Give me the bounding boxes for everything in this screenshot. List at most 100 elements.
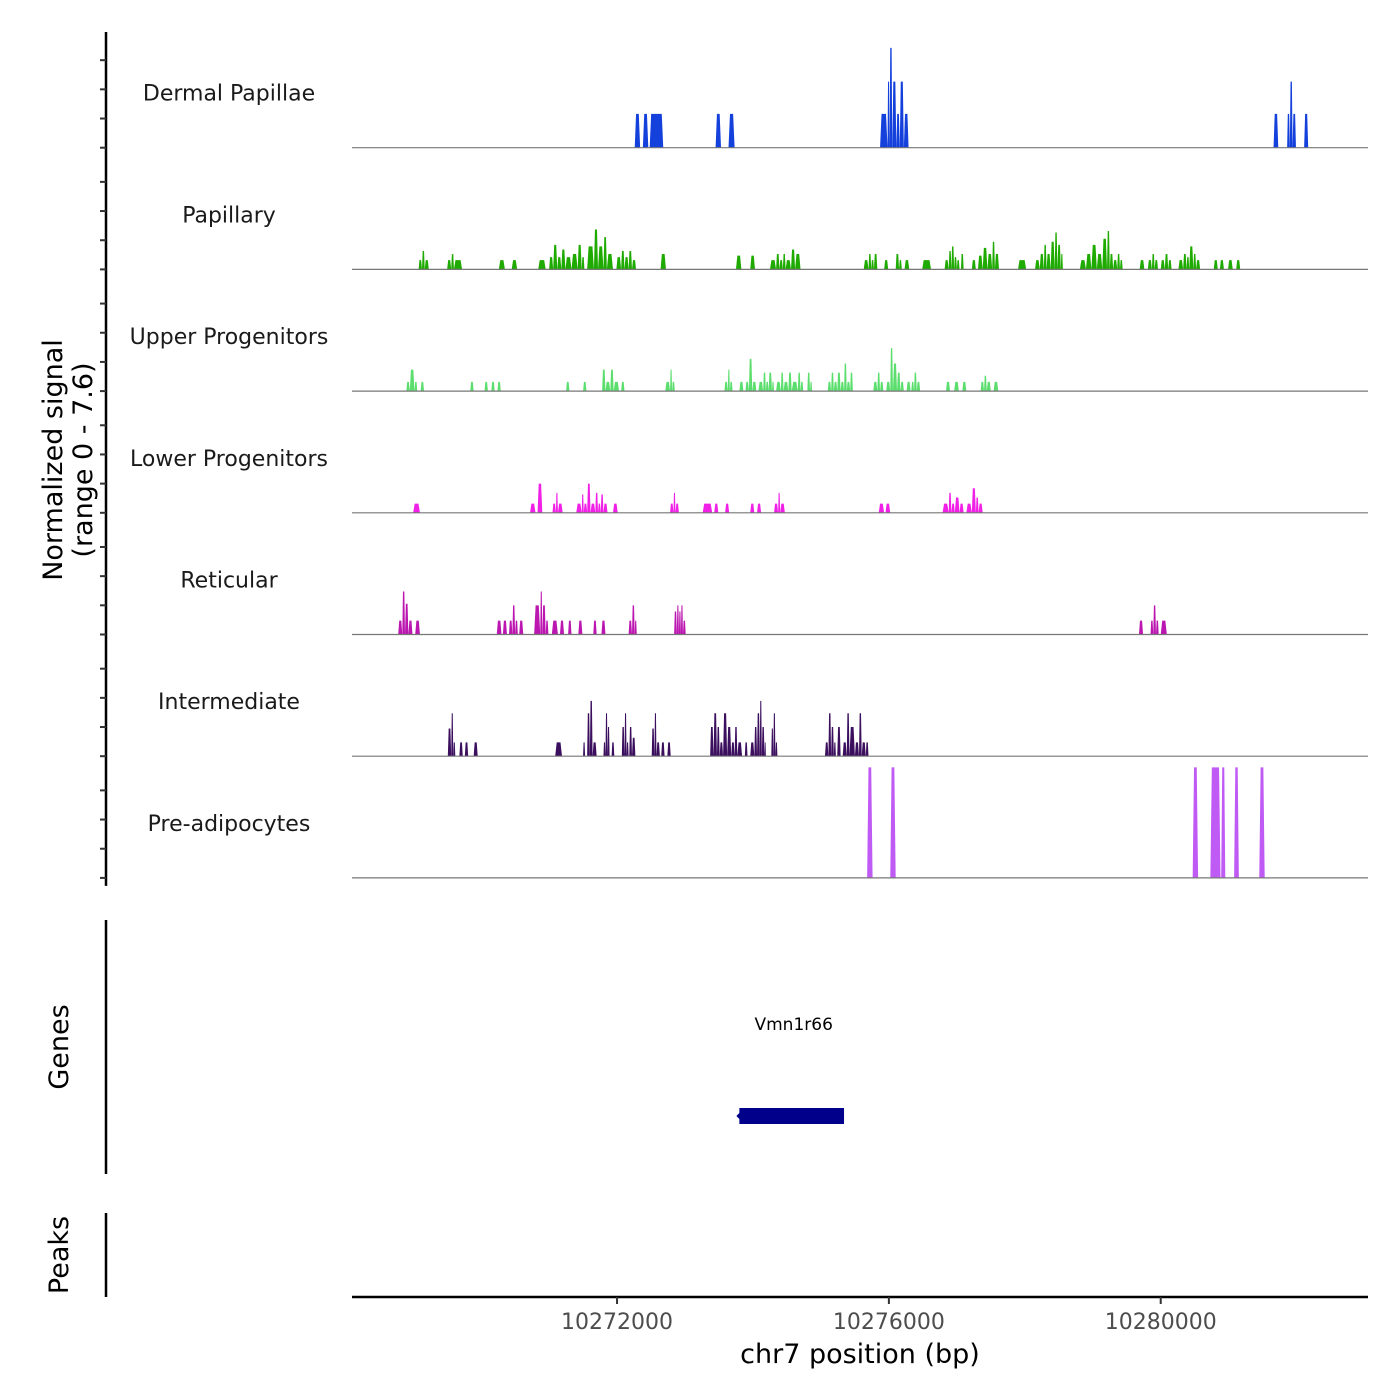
coverage-segment <box>783 381 789 392</box>
coverage-segment <box>757 713 760 757</box>
coverage-segment <box>581 494 584 513</box>
coverage-segment <box>555 742 562 757</box>
coverage-segment <box>1259 767 1265 878</box>
coverage-segment <box>484 381 488 392</box>
gene-body <box>739 1108 845 1124</box>
coverage-segment <box>414 381 418 392</box>
coverage-segment <box>886 381 891 392</box>
coverage-segment <box>616 257 622 270</box>
coverage-segment <box>672 381 675 392</box>
coverage-segment <box>571 254 578 270</box>
coverage-segment <box>498 260 505 270</box>
coverage-segment <box>424 260 429 270</box>
coverage-segment <box>678 611 681 635</box>
coverage-segment <box>1273 113 1279 148</box>
coverage-segment <box>987 254 993 270</box>
coverage-segment <box>899 81 904 148</box>
coverage-segment <box>555 492 558 513</box>
coverage-segment <box>1289 81 1293 148</box>
coverage-segment <box>768 372 772 392</box>
coverage-segment <box>776 254 780 270</box>
coverage-segment <box>993 381 999 392</box>
coverage-segment <box>603 503 608 513</box>
coverage-segment <box>750 742 755 757</box>
coverage-segment <box>754 727 758 757</box>
coverage-segment <box>956 260 960 270</box>
coverage-segment <box>1050 241 1055 270</box>
coverage-segment <box>1102 238 1108 270</box>
coverage-segment <box>565 257 572 270</box>
coverage-segment <box>598 246 604 270</box>
coverage-segment <box>1178 260 1184 270</box>
peaks-panel-label: Peaks <box>44 1216 75 1294</box>
coverage-segment <box>402 591 406 635</box>
coverage-segment <box>624 257 629 270</box>
coverage-segment <box>831 727 834 757</box>
coverage-segment <box>868 254 872 270</box>
coverage-segment <box>595 492 599 513</box>
coverage-segment <box>1151 254 1155 270</box>
coverage-segment <box>782 254 786 270</box>
coverage-segment <box>511 260 518 270</box>
coverage-segment <box>447 728 452 757</box>
coverage-segment <box>557 503 563 513</box>
coverage-segment <box>911 381 915 392</box>
coverage-segment <box>589 700 593 757</box>
coverage-segment <box>453 742 456 757</box>
coverage-segment <box>980 381 985 392</box>
coverage-segment <box>867 767 873 878</box>
coverage-segment <box>771 381 775 392</box>
coverage-segment <box>405 603 409 635</box>
coverage-segment <box>606 254 613 270</box>
coverage-segment <box>735 255 742 270</box>
coverage-segment <box>846 381 851 392</box>
coverage-segment <box>977 255 983 270</box>
coverage-segment <box>903 113 909 148</box>
coverage-segment <box>791 381 798 392</box>
coverage-segment <box>719 742 724 757</box>
coverage-segment <box>780 503 785 513</box>
coverage-segment <box>682 620 686 635</box>
coverage-segment <box>642 113 649 148</box>
genes-panel: Genes Vmn1r66 <box>44 920 845 1174</box>
signal-axis-title-line2: (range 0 - 7.6) <box>68 362 99 557</box>
coverage-segment <box>1189 246 1194 270</box>
coverage-segment <box>769 260 777 270</box>
coverage-segment <box>785 260 792 270</box>
coverage-segment <box>828 713 832 757</box>
coverage-segment <box>413 503 420 513</box>
coverage-segment <box>551 620 558 635</box>
coverage-segment <box>945 381 951 392</box>
coverage-segment <box>534 605 541 635</box>
coverage-segment <box>1060 254 1063 270</box>
coverage-segment <box>842 742 847 757</box>
coverage-segment <box>922 260 932 270</box>
coverage-segment <box>899 260 902 270</box>
coverage-segment <box>603 742 606 757</box>
x-tick-label: 10280000 <box>1105 1310 1217 1335</box>
coverage-segment <box>581 257 585 270</box>
coverage-segment <box>892 81 897 148</box>
coverage-segment <box>566 381 570 392</box>
coverage-segment <box>954 381 959 392</box>
coverage-segment <box>873 254 878 270</box>
track-label: Lower Progenitors <box>130 447 328 472</box>
coverage-segment <box>840 381 845 392</box>
coverage-segment <box>512 605 516 635</box>
coverage-segment <box>549 257 554 270</box>
coverage-segment <box>1096 254 1103 270</box>
coverage-segment <box>951 246 955 270</box>
coverage-segment <box>670 503 674 513</box>
coverage-segment <box>727 727 732 757</box>
coverage-segment <box>897 372 901 392</box>
coverage-segment <box>825 742 829 757</box>
coverage-segment <box>651 728 655 757</box>
coverage-segment <box>406 381 410 392</box>
coverage-segment <box>992 241 995 270</box>
coverage-segment <box>948 250 952 270</box>
coverage-segment <box>1236 260 1241 270</box>
coverage-segment <box>552 503 556 513</box>
coverage-segment <box>470 381 474 392</box>
coverage-segment <box>833 742 836 757</box>
